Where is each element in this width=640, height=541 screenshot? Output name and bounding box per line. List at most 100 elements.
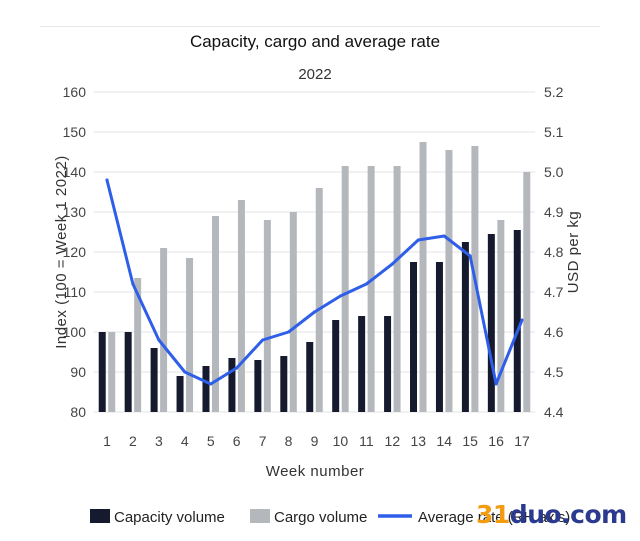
x-axis: 1 2 3 4 5 6 7 8 9 10 11 12 13 14 15 16 17	[103, 433, 530, 449]
x-axis-label: Week number	[266, 463, 365, 480]
x-tick-label: 12	[385, 433, 401, 449]
y2-tick-label: 4.4	[544, 404, 564, 420]
y2-tick-label: 5.2	[544, 84, 564, 100]
legend-label-cargo: Cargo volume	[274, 509, 367, 526]
capacity-bar	[202, 366, 210, 412]
capacity-bar	[461, 242, 469, 412]
y-axis-right: 4.4 4.5 4.6 4.7 4.8 4.9 5.0 5.1 5.2	[544, 84, 564, 420]
x-tick-label: 8	[285, 433, 293, 449]
rate-point	[520, 318, 524, 322]
y2-tick-label: 5.1	[544, 124, 564, 140]
capacity-bar	[254, 360, 262, 412]
legend: Capacity volume Cargo volume Average rat…	[90, 509, 570, 526]
cargo-bar	[211, 216, 219, 412]
watermark-part1: 31	[476, 500, 510, 529]
y2-tick-label: 4.9	[544, 204, 564, 220]
y2-tick-label: 4.6	[544, 324, 564, 340]
x-tick-label: 7	[259, 433, 267, 449]
y-tick-label: 140	[63, 164, 87, 180]
watermark-logo: 31duo.com	[476, 500, 627, 529]
y-tick-label: 120	[63, 244, 87, 260]
capacity-bar	[487, 234, 495, 412]
cargo-bar	[367, 166, 375, 412]
x-tick-label: 15	[462, 433, 478, 449]
cargo-bar	[341, 166, 349, 412]
x-tick-label: 6	[233, 433, 241, 449]
x-tick-label: 14	[436, 433, 452, 449]
cargo-bar	[289, 212, 297, 412]
rate-point	[261, 338, 265, 342]
cargo-bar	[497, 220, 505, 412]
chart-subtitle: 2022	[298, 66, 331, 83]
gridlines	[94, 91, 535, 413]
cargo-bar	[160, 248, 168, 412]
cargo-bar	[419, 142, 427, 412]
y2-tick-label: 4.5	[544, 364, 564, 380]
cargo-bar	[315, 188, 323, 412]
capacity-bar	[513, 230, 521, 412]
cargo-bar	[186, 258, 194, 412]
capacity-bar	[150, 348, 158, 412]
y-tick-label: 130	[63, 204, 87, 220]
top-divider	[40, 26, 600, 27]
capacity-bar	[358, 316, 366, 412]
y-axis-left: 80 90 100 110 120 130 140 150 160	[63, 84, 87, 420]
rate-line-group	[105, 178, 524, 386]
legend-label-capacity: Capacity volume	[114, 509, 225, 526]
rate-point	[313, 310, 316, 314]
y-tick-label: 110	[64, 284, 87, 300]
cargo-bar	[134, 278, 142, 412]
x-tick-label: 17	[514, 433, 530, 449]
y-axis-label: Index (100 = Week 1 2022)	[53, 155, 70, 349]
capacity-bar	[332, 320, 340, 412]
average-rate-line	[105, 178, 524, 386]
cargo-bar	[445, 150, 453, 412]
capacity-bar	[384, 316, 392, 412]
chart-title: Capacity, cargo and average rate	[190, 32, 440, 51]
capacity-bar	[410, 262, 418, 412]
y-tick-label: 90	[70, 364, 86, 380]
rate-point	[183, 370, 187, 374]
y-tick-label: 80	[70, 404, 86, 420]
x-tick-label: 2	[129, 433, 137, 449]
rate-point	[235, 366, 239, 370]
x-tick-label: 10	[333, 433, 349, 449]
capacity-bar	[435, 262, 443, 412]
rate-point	[390, 262, 394, 266]
rate-point	[338, 294, 342, 298]
capacity-bar	[176, 376, 184, 412]
x-tick-label: 9	[311, 433, 319, 449]
cargo-bar	[237, 200, 245, 412]
capacity-bar	[280, 356, 288, 412]
y-tick-label: 100	[63, 324, 87, 340]
x-tick-label: 16	[488, 433, 504, 449]
capacity-bar	[124, 332, 132, 412]
rate-point	[442, 234, 446, 238]
capacity-bar	[228, 358, 236, 412]
x-tick-label: 3	[155, 433, 163, 449]
watermark-part2: duo.com	[509, 500, 627, 529]
bars-group	[98, 142, 531, 412]
y2-tick-label: 4.7	[544, 284, 564, 300]
x-tick-label: 4	[181, 433, 189, 449]
rate-point	[287, 330, 291, 334]
rate-point	[105, 178, 109, 182]
cargo-bar	[263, 220, 271, 412]
cargo-bar	[523, 172, 531, 412]
rate-point	[416, 238, 420, 242]
x-tick-label: 13	[410, 433, 426, 449]
cargo-bar	[108, 332, 116, 412]
x-tick-label: 11	[359, 433, 374, 449]
y-tick-label: 160	[63, 84, 87, 100]
y2-tick-label: 5.0	[544, 164, 564, 180]
rate-point	[209, 382, 213, 386]
rate-point	[494, 382, 498, 386]
x-tick-label: 1	[103, 433, 111, 449]
legend-swatch-capacity	[90, 509, 110, 523]
rate-point	[364, 282, 368, 286]
rate-point	[131, 282, 135, 286]
cargo-bar	[393, 166, 401, 412]
legend-label-rate: Average rate (RH axis)	[418, 509, 570, 526]
y2-axis-label: USD per kg	[565, 211, 582, 294]
